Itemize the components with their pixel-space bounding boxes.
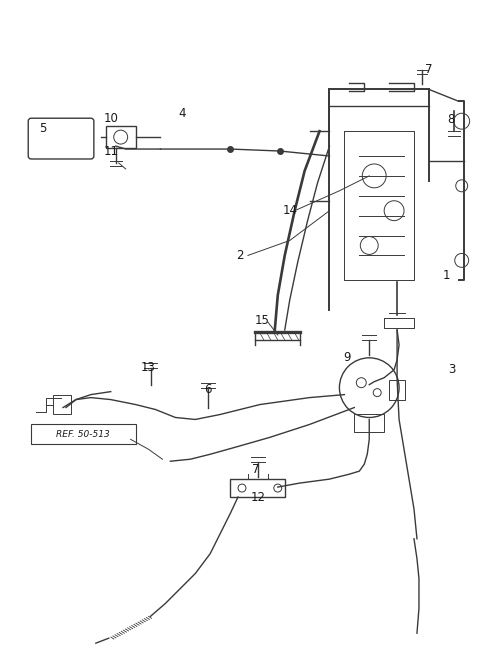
Text: 6: 6 bbox=[204, 383, 212, 396]
Text: 7: 7 bbox=[425, 63, 432, 76]
Text: 2: 2 bbox=[236, 249, 244, 262]
Text: 7: 7 bbox=[252, 462, 260, 476]
Text: 4: 4 bbox=[179, 107, 186, 120]
Text: 14: 14 bbox=[282, 204, 297, 217]
Text: 13: 13 bbox=[141, 362, 156, 374]
Text: REF. 50-513: REF. 50-513 bbox=[56, 430, 110, 439]
Text: 10: 10 bbox=[103, 112, 118, 124]
Text: 5: 5 bbox=[39, 122, 47, 135]
Text: 3: 3 bbox=[448, 364, 456, 376]
Bar bbox=[354, 415, 384, 432]
Text: 11: 11 bbox=[103, 145, 118, 157]
Text: 8: 8 bbox=[447, 113, 455, 126]
Text: 15: 15 bbox=[254, 314, 269, 327]
Bar bbox=[389, 380, 405, 400]
Text: 9: 9 bbox=[344, 351, 351, 364]
Text: 12: 12 bbox=[251, 491, 265, 504]
Bar bbox=[230, 479, 285, 497]
Bar bbox=[106, 126, 136, 148]
Text: 1: 1 bbox=[443, 269, 451, 282]
Bar bbox=[31, 424, 136, 444]
Bar bbox=[53, 394, 71, 415]
